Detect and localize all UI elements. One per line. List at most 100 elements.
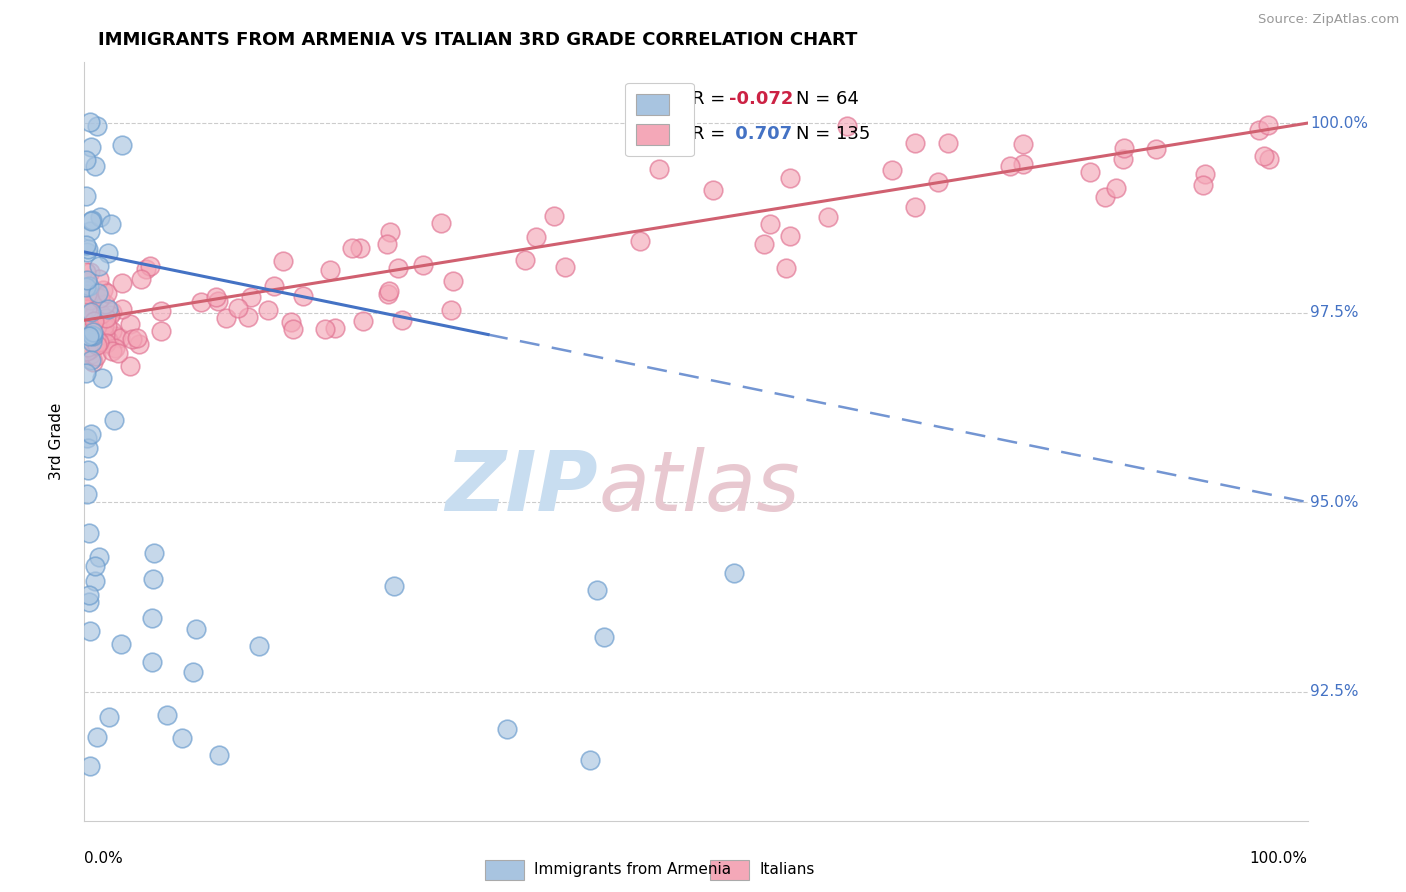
Point bbox=[75, 367, 97, 381]
Text: 0.707: 0.707 bbox=[728, 126, 792, 144]
Point bbox=[77, 463, 100, 477]
Point bbox=[89, 210, 111, 224]
Point bbox=[76, 431, 98, 445]
Point bbox=[75, 293, 97, 308]
Point bbox=[648, 161, 671, 176]
Point bbox=[96, 336, 118, 351]
Text: atlas: atlas bbox=[598, 447, 800, 527]
Point bbox=[94, 297, 117, 311]
Point bbox=[292, 289, 315, 303]
Point bbox=[378, 284, 401, 298]
Point bbox=[84, 287, 107, 301]
Point bbox=[586, 582, 609, 597]
Point bbox=[93, 318, 115, 333]
Point bbox=[103, 412, 125, 426]
Point bbox=[75, 301, 97, 315]
Point bbox=[105, 329, 128, 343]
Point bbox=[75, 265, 97, 279]
Point bbox=[89, 272, 111, 286]
Point bbox=[104, 341, 127, 355]
Point bbox=[79, 305, 101, 319]
Point bbox=[101, 305, 124, 319]
Point bbox=[111, 138, 134, 153]
Point bbox=[83, 314, 105, 328]
Point bbox=[87, 549, 110, 564]
Point bbox=[76, 442, 98, 456]
Point bbox=[100, 324, 122, 338]
Point bbox=[318, 263, 340, 277]
Point bbox=[98, 309, 121, 323]
Point bbox=[1104, 181, 1126, 195]
Point bbox=[80, 347, 103, 361]
Text: -0.072: -0.072 bbox=[728, 90, 793, 109]
Point bbox=[100, 217, 122, 231]
Point bbox=[1247, 123, 1270, 137]
Point bbox=[1253, 149, 1275, 163]
Point bbox=[75, 153, 97, 167]
Point bbox=[77, 595, 100, 609]
Point bbox=[817, 210, 839, 224]
Point bbox=[439, 303, 461, 318]
Point bbox=[79, 293, 101, 307]
Text: N = 64: N = 64 bbox=[796, 90, 859, 109]
Point bbox=[86, 120, 108, 134]
Point bbox=[76, 242, 98, 256]
Point bbox=[91, 371, 114, 385]
Point bbox=[170, 731, 193, 746]
Point bbox=[215, 311, 238, 326]
Point bbox=[936, 136, 959, 150]
Point bbox=[882, 163, 904, 178]
Point bbox=[904, 136, 927, 150]
Point bbox=[378, 226, 401, 240]
Point bbox=[752, 236, 775, 251]
Point bbox=[107, 346, 129, 360]
Text: Source: ZipAtlas.com: Source: ZipAtlas.com bbox=[1258, 13, 1399, 27]
Point bbox=[77, 340, 100, 354]
Point bbox=[236, 310, 259, 325]
Point bbox=[90, 314, 112, 328]
Point bbox=[143, 546, 166, 560]
Point bbox=[84, 160, 107, 174]
Point bbox=[110, 637, 132, 651]
Point bbox=[1114, 141, 1136, 155]
Point bbox=[190, 295, 212, 310]
Point bbox=[75, 338, 97, 352]
Point bbox=[927, 175, 949, 189]
Point bbox=[86, 349, 108, 363]
Point bbox=[702, 183, 724, 197]
Y-axis label: 3rd Grade: 3rd Grade bbox=[49, 403, 63, 480]
Point bbox=[1000, 159, 1022, 173]
Point bbox=[263, 278, 285, 293]
Point bbox=[1194, 167, 1216, 181]
Point bbox=[183, 665, 205, 679]
Point bbox=[75, 297, 97, 311]
Point bbox=[79, 343, 101, 357]
Point bbox=[76, 343, 98, 358]
Point bbox=[79, 311, 101, 326]
Point bbox=[91, 284, 114, 298]
Point bbox=[375, 237, 398, 252]
Text: Italians: Italians bbox=[759, 863, 814, 877]
Point bbox=[207, 747, 229, 762]
Point bbox=[100, 344, 122, 359]
Point bbox=[80, 140, 103, 154]
Point bbox=[79, 224, 101, 238]
Text: 0.0%: 0.0% bbox=[84, 851, 124, 866]
Point bbox=[77, 278, 100, 293]
Point bbox=[89, 260, 111, 274]
Point bbox=[79, 331, 101, 345]
Point bbox=[156, 708, 179, 723]
Point bbox=[323, 320, 346, 334]
Point bbox=[76, 487, 98, 501]
Text: 100.0%: 100.0% bbox=[1310, 116, 1368, 130]
Point bbox=[80, 328, 103, 343]
Point bbox=[91, 326, 114, 340]
Point bbox=[82, 309, 104, 323]
Text: R =: R = bbox=[692, 126, 731, 144]
Point bbox=[141, 655, 163, 669]
Point bbox=[79, 310, 101, 325]
Point bbox=[77, 526, 100, 541]
Point bbox=[82, 329, 104, 343]
Point bbox=[139, 259, 162, 273]
Point bbox=[579, 753, 602, 767]
